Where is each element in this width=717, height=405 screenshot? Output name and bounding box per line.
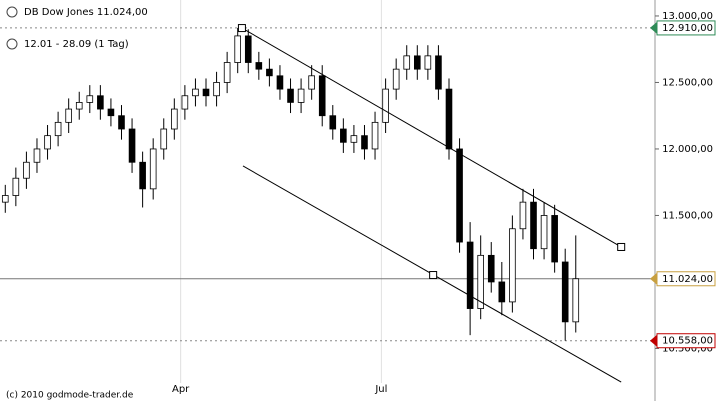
candle-body <box>456 148 463 243</box>
candle-body <box>392 68 400 90</box>
candle-body <box>361 135 368 150</box>
candle-body <box>160 128 168 150</box>
candle-body <box>530 201 537 250</box>
icon <box>6 6 18 18</box>
y-tick-label: 12.500,00 <box>662 77 713 88</box>
candle-body <box>287 88 294 103</box>
candle-body <box>297 88 305 103</box>
candle-body <box>149 148 157 190</box>
candle-body <box>318 75 326 117</box>
candle-body <box>382 88 389 123</box>
trend-line <box>241 27 622 248</box>
price-label-pointer <box>650 21 657 34</box>
chart-subtitle: 12.01 - 28.09 (1 Tag) <box>24 39 129 50</box>
price-label: 11.024,00 <box>662 274 713 285</box>
y-tick-label: 10.500,00 <box>662 343 713 354</box>
candle-body <box>244 35 252 63</box>
candle-body <box>413 55 421 70</box>
candle-body <box>255 62 263 70</box>
candle-body <box>519 201 527 230</box>
candle-body <box>139 161 146 190</box>
candle-body <box>540 215 548 250</box>
candle-body <box>223 62 231 83</box>
candle-body <box>86 95 94 103</box>
candle-body <box>54 121 62 137</box>
y-tick-label: 12.000,00 <box>662 144 713 155</box>
icon <box>6 38 18 50</box>
candle-body <box>171 108 178 130</box>
x-tick-label: Jul <box>374 384 387 395</box>
candle-body <box>107 108 115 117</box>
candle-body <box>371 121 379 150</box>
candle-body <box>551 215 558 263</box>
candle-body <box>234 35 242 63</box>
candle-body <box>329 115 337 130</box>
candle-body <box>308 75 315 90</box>
candle-body <box>202 88 210 97</box>
candle-body <box>435 55 442 90</box>
header: DB Dow Jones 11.024,00 12.01 - 28.09 (1 … <box>6 6 148 50</box>
candle-body <box>213 82 220 97</box>
price-label: 10.558,00 <box>662 336 713 347</box>
price-label-pointer <box>650 272 657 285</box>
chart-title: DB Dow Jones 11.024,00 <box>24 7 148 18</box>
candle-body <box>445 88 453 150</box>
candle-body <box>340 128 347 143</box>
candle-body <box>1 195 9 203</box>
footer: (c) 2010 godmode-trader.de <box>6 391 134 401</box>
candle-body <box>498 281 506 303</box>
candle-body <box>33 148 41 163</box>
candle-body <box>192 88 199 97</box>
trend-handle <box>617 242 626 251</box>
price-label-pointer <box>650 334 657 347</box>
candle-body <box>266 68 273 77</box>
candle-body <box>424 55 432 70</box>
trend-handle <box>429 271 438 280</box>
candle-body <box>276 75 284 90</box>
candle-body <box>12 177 20 196</box>
price-label: 12.910,00 <box>662 23 713 34</box>
candle-body <box>350 135 358 143</box>
y-tick-label: 13.000,00 <box>662 11 713 22</box>
candle-body <box>181 95 189 110</box>
candle-body <box>23 161 30 179</box>
trend-handle <box>237 24 246 33</box>
candle-body <box>477 254 484 309</box>
candle-body <box>509 228 516 303</box>
candle-body <box>487 254 495 283</box>
candle-body <box>403 55 411 70</box>
y-tick-label: 11.500,00 <box>662 210 713 221</box>
candle-body <box>75 102 83 110</box>
candle-body <box>572 278 580 323</box>
x-tick-label: Apr <box>172 384 190 395</box>
candle-body <box>44 135 51 150</box>
candle-body <box>466 241 474 309</box>
candle-body <box>97 95 104 110</box>
candle-body <box>128 128 136 163</box>
candle-body <box>65 108 72 123</box>
candle-body <box>561 261 569 323</box>
candle-body <box>118 115 125 130</box>
